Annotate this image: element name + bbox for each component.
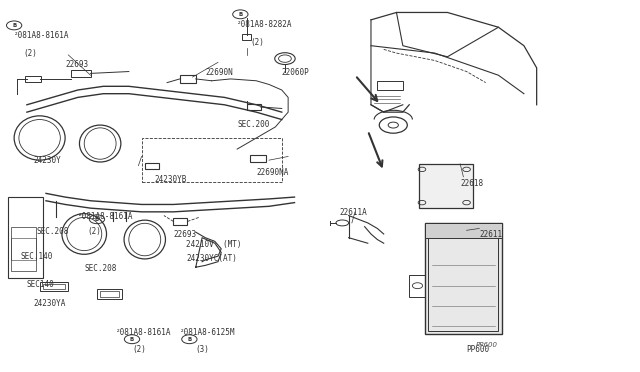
Text: PP600: PP600 — [476, 341, 498, 347]
Bar — [428, 226, 499, 331]
Text: 24230YA: 24230YA — [33, 299, 66, 308]
Text: (2): (2) — [24, 49, 38, 58]
Text: SEC140: SEC140 — [27, 280, 54, 289]
Bar — [425, 223, 502, 238]
Text: B: B — [130, 337, 134, 342]
Bar — [173, 218, 188, 225]
Text: 22611A: 22611A — [339, 208, 367, 217]
Text: (2): (2) — [250, 38, 264, 47]
Bar — [11, 238, 36, 260]
Bar — [419, 164, 473, 208]
Text: SEC.200: SEC.200 — [237, 119, 269, 129]
Bar — [11, 227, 36, 271]
Bar — [409, 275, 425, 297]
Text: 24230YB: 24230YB — [154, 175, 187, 184]
Text: B: B — [188, 337, 191, 342]
Text: 22690N: 22690N — [205, 68, 233, 77]
Text: 24230Y: 24230Y — [33, 157, 61, 166]
Bar — [72, 70, 91, 77]
Bar — [180, 75, 196, 83]
Text: (3): (3) — [196, 345, 210, 354]
Text: B: B — [238, 12, 243, 17]
Text: 22618: 22618 — [460, 179, 483, 187]
Text: 22690NA: 22690NA — [256, 167, 289, 177]
Bar — [97, 289, 122, 299]
Bar — [145, 163, 159, 169]
Text: 22060P: 22060P — [282, 68, 310, 77]
Text: 22693: 22693 — [173, 230, 196, 239]
Text: ²081A8-6125M: ²081A8-6125M — [180, 328, 236, 337]
Bar — [141, 138, 282, 182]
Text: 24230YC(AT): 24230YC(AT) — [186, 254, 237, 263]
Bar — [8, 197, 43, 278]
Text: ²081A8-8161A: ²081A8-8161A — [116, 328, 172, 337]
Bar — [26, 76, 41, 82]
Text: 22611: 22611 — [479, 230, 502, 239]
Bar — [243, 33, 251, 40]
Bar — [378, 81, 403, 90]
Text: 24210V  (MT): 24210V (MT) — [186, 240, 242, 248]
Bar — [40, 282, 68, 291]
Text: ²081A8-8282A: ²081A8-8282A — [237, 20, 292, 29]
Text: ²081A8-8161A: ²081A8-8161A — [14, 31, 70, 40]
Bar — [250, 155, 266, 162]
Bar — [246, 104, 260, 110]
Text: SEC.140: SEC.140 — [20, 253, 53, 262]
Text: (2): (2) — [88, 227, 101, 235]
Text: PP600: PP600 — [467, 345, 490, 354]
Text: 22693: 22693 — [65, 61, 88, 70]
Text: SEC.208: SEC.208 — [36, 227, 69, 235]
Bar — [100, 291, 119, 297]
Text: SEC.208: SEC.208 — [84, 263, 116, 273]
Text: B: B — [95, 217, 99, 222]
Bar — [425, 223, 502, 334]
Text: ²081A8-8161A: ²081A8-8161A — [78, 212, 133, 221]
Bar — [43, 284, 65, 289]
Text: (2): (2) — [132, 345, 146, 354]
Text: B: B — [12, 23, 16, 28]
